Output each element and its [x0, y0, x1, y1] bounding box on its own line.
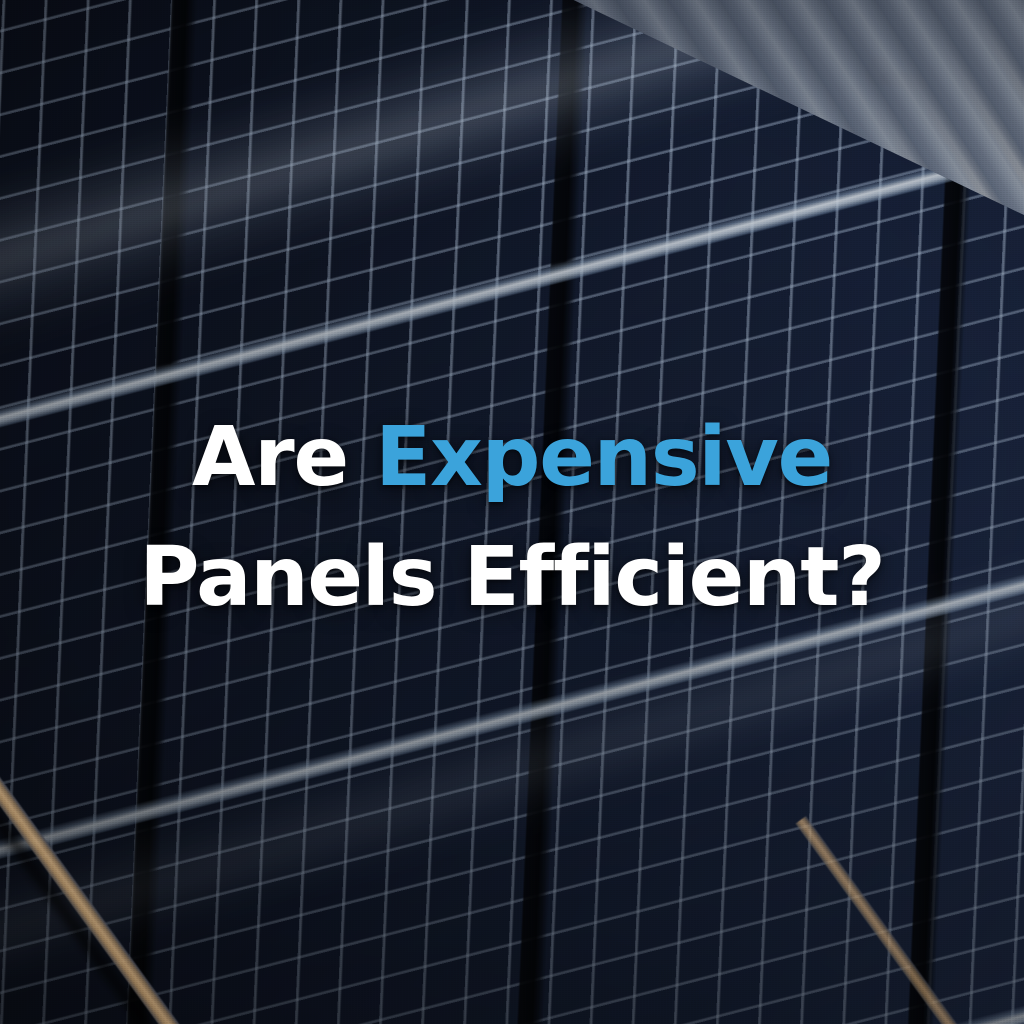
headline-line-1-accent: Expensive	[375, 410, 833, 505]
headline-line-1-prefix: Are	[191, 410, 376, 505]
headline-line-2: Panels Efficient?	[139, 529, 885, 625]
headline-line-1: Are Expensive	[191, 398, 833, 518]
